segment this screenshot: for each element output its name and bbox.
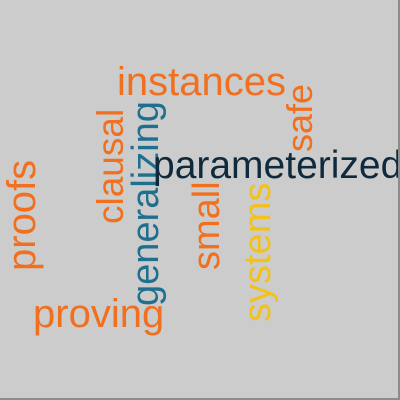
- word-parameterized: parameterized: [153, 144, 400, 187]
- word-generalizing: generalizing: [125, 101, 167, 306]
- word-proofs: proofs: [0, 159, 44, 271]
- word-safe: safe: [279, 83, 320, 152]
- word-systems: systems: [237, 182, 279, 322]
- word-small: small: [186, 181, 228, 270]
- word-clausal: clausal: [90, 108, 131, 224]
- word-proving: proving: [33, 292, 165, 336]
- word-instances: instances: [117, 60, 286, 104]
